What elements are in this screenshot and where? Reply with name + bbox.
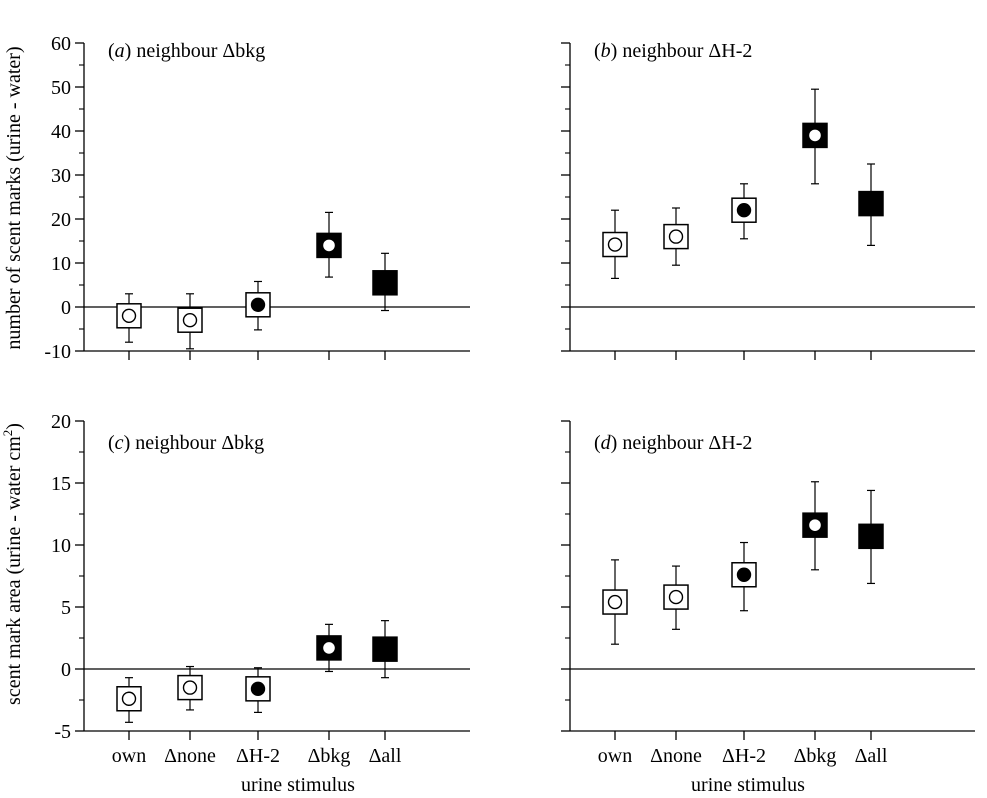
panel-a-data-point	[245, 280, 271, 331]
open-circle-marker	[607, 237, 623, 252]
panel-b-data-point	[663, 207, 689, 266]
filled-circle-marker	[736, 202, 752, 218]
panel-b-title: (b) neighbour ΔH-2	[594, 40, 752, 62]
panel-c-data-point	[245, 667, 271, 714]
panel-a: (a) neighbour Δbkg -10 0 10 20 30 40 50 60	[44, 33, 470, 363]
panel-c-x-tick-label: own	[112, 745, 146, 767]
y-axis-title-bottom: scent mark area (urine - water cm2)	[0, 423, 25, 705]
filled-circle-marker	[250, 681, 266, 697]
open-circle-marker	[807, 517, 823, 533]
panel-a-data-point	[116, 293, 142, 343]
open-circle-marker	[321, 238, 337, 253]
panel-b-data-point	[802, 88, 828, 185]
panel-a-y-tick-label: 60	[51, 33, 71, 55]
open-square-marker	[663, 223, 689, 250]
filled-circle-marker	[250, 297, 266, 312]
panel-a-y-tick-label: 0	[61, 297, 71, 319]
x-axis-title-left: urine stimulus	[241, 774, 355, 796]
panel-c-data-point	[316, 623, 342, 673]
open-circle-marker	[807, 128, 823, 143]
open-circle-marker	[607, 594, 623, 610]
panel-c: (c) neighbour Δbkg -5 0 5 10 15 20 own Δnone ΔH-…	[51, 411, 470, 767]
filled-square-marker	[372, 636, 398, 662]
panel-c-y-tick-label: 5	[61, 597, 71, 619]
panel-d-data-point	[858, 489, 884, 585]
filled-square-marker	[858, 190, 884, 217]
open-circle-marker	[321, 640, 337, 656]
panel-b-data-point	[602, 209, 628, 279]
filled-square-marker	[372, 270, 398, 296]
panel-a-data-point	[372, 252, 398, 312]
panel-c-y-tick-label: 20	[51, 411, 71, 433]
open-circle-marker	[182, 313, 198, 328]
panel-d-data-point	[602, 559, 628, 645]
panel-d: (d) neighbour ΔH-2 own Δnone ΔH-2 Δbkg Δall	[561, 420, 975, 767]
panel-a-y-tick-label: -10	[44, 341, 71, 363]
y-axis-title-top: number of scent marks (urine - water)	[3, 46, 25, 349]
panel-c-y-tick-label: -5	[54, 721, 71, 743]
panel-d-data-point	[731, 541, 757, 612]
filled-circle-marker	[736, 567, 752, 582]
panel-c-title: (c) neighbour Δbkg	[108, 432, 264, 454]
panel-a-y-tick-label: 10	[51, 253, 71, 275]
panel-a-y-tick-label: 50	[51, 77, 71, 99]
panel-c-x-tick-label: Δnone	[164, 745, 216, 767]
panel-c-x-tick-label: Δbkg	[308, 745, 351, 767]
open-circle-marker	[668, 229, 684, 244]
panel-d-x-tick-label: Δall	[855, 745, 888, 767]
panel-d-x-tick-label: ΔH-2	[722, 745, 766, 767]
panel-b-data-point	[858, 163, 884, 246]
filled-square-marker	[802, 512, 828, 538]
panel-c-x-tick-label: Δall	[369, 745, 402, 767]
filled-square-marker	[858, 523, 884, 550]
panel-d-title: (d) neighbour ΔH-2	[594, 432, 752, 454]
panel-c-data-point	[177, 665, 203, 711]
panel-c-y-tick-label: 15	[51, 473, 71, 495]
panel-c-y-tick-label: 0	[61, 659, 71, 681]
panel-a-y-tick-label: 40	[51, 121, 71, 143]
panel-d-x-tick-label: Δbkg	[794, 745, 837, 767]
panel-c-data-point	[372, 620, 398, 679]
panel-d-x-tick-label: Δnone	[650, 745, 702, 767]
panel-a-data-point	[316, 211, 342, 278]
panel-c-x-tick-label: ΔH-2	[236, 745, 280, 767]
panel-a-title: (a) neighbour Δbkg	[108, 40, 265, 62]
panel-b-data-point	[731, 183, 757, 240]
panel-a-y-tick-label: 30	[51, 165, 71, 187]
open-circle-marker	[668, 589, 684, 605]
panel-c-data-point	[116, 677, 142, 723]
panel-d-data-point	[802, 481, 828, 571]
open-circle-marker	[121, 308, 137, 323]
panel-d-x-tick-label: own	[598, 745, 632, 767]
x-axis-title-right: urine stimulus	[691, 774, 805, 796]
panel-a-data-point	[177, 293, 203, 350]
panel-b: (b) neighbour ΔH-2	[561, 40, 975, 360]
panel-d-data-point	[663, 565, 689, 630]
panel-c-y-tick-label: 10	[51, 535, 71, 557]
open-circle-marker	[182, 680, 198, 695]
open-square-marker	[177, 674, 203, 701]
open-circle-marker	[121, 691, 137, 706]
panel-a-y-tick-label: 20	[51, 209, 71, 231]
